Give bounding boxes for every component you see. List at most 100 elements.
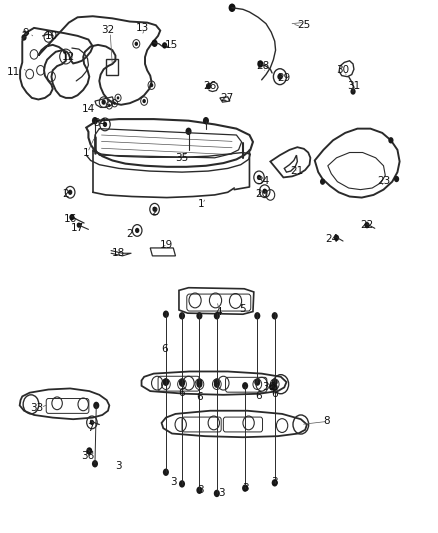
Circle shape (150, 83, 153, 87)
Text: 29: 29 (277, 73, 290, 83)
Circle shape (68, 190, 72, 195)
Circle shape (185, 127, 191, 135)
Circle shape (203, 117, 209, 124)
Circle shape (142, 99, 146, 103)
Circle shape (21, 34, 27, 41)
Circle shape (196, 487, 202, 494)
Circle shape (320, 179, 325, 185)
Circle shape (257, 60, 263, 68)
Text: 6: 6 (161, 344, 168, 354)
Circle shape (152, 39, 158, 47)
Text: 24: 24 (325, 234, 339, 244)
Text: 9: 9 (22, 28, 28, 38)
Circle shape (163, 311, 169, 318)
Text: 19: 19 (160, 240, 173, 250)
Circle shape (113, 102, 116, 105)
Circle shape (196, 378, 202, 386)
Text: 4: 4 (215, 307, 223, 317)
Circle shape (179, 379, 185, 387)
Circle shape (254, 378, 260, 386)
Text: 22: 22 (360, 220, 374, 230)
Circle shape (196, 312, 202, 319)
Circle shape (272, 312, 278, 319)
Circle shape (254, 312, 260, 319)
Text: 15: 15 (165, 40, 178, 50)
Text: 30: 30 (336, 66, 350, 75)
Text: 8: 8 (324, 416, 330, 426)
Circle shape (269, 383, 275, 391)
Circle shape (272, 479, 278, 487)
Text: 33: 33 (31, 402, 44, 413)
Text: 20: 20 (255, 189, 268, 199)
Circle shape (214, 381, 220, 388)
Circle shape (86, 447, 92, 455)
Text: 14: 14 (82, 104, 95, 114)
Text: 3: 3 (198, 484, 204, 495)
Circle shape (229, 4, 236, 12)
Circle shape (162, 42, 167, 49)
Text: 13: 13 (136, 23, 149, 33)
Circle shape (334, 235, 339, 241)
Text: 32: 32 (101, 25, 115, 35)
Circle shape (102, 100, 106, 105)
Circle shape (394, 176, 399, 182)
Text: 12: 12 (62, 52, 75, 62)
Circle shape (350, 88, 356, 95)
Circle shape (152, 207, 157, 212)
Text: 6: 6 (196, 392, 203, 402)
Text: 36: 36 (81, 451, 94, 462)
Text: 3: 3 (218, 488, 225, 498)
Circle shape (69, 214, 74, 220)
Text: 16: 16 (64, 214, 77, 224)
Circle shape (242, 484, 248, 492)
Text: 27: 27 (220, 93, 233, 103)
Circle shape (179, 312, 185, 319)
Circle shape (242, 382, 248, 390)
Circle shape (134, 42, 138, 46)
Circle shape (257, 175, 261, 180)
Text: 31: 31 (347, 81, 360, 91)
Circle shape (163, 469, 169, 476)
Text: 23: 23 (377, 176, 390, 186)
Circle shape (272, 378, 278, 386)
Circle shape (364, 222, 370, 228)
Text: 34: 34 (93, 118, 106, 128)
Circle shape (108, 104, 111, 107)
Text: 35: 35 (175, 153, 189, 163)
Text: 25: 25 (297, 20, 311, 30)
Text: 11: 11 (7, 67, 20, 77)
Text: 18: 18 (112, 248, 126, 258)
Text: 3: 3 (170, 477, 177, 487)
Text: 3: 3 (272, 477, 278, 487)
Text: 3: 3 (242, 483, 248, 493)
Circle shape (92, 117, 98, 124)
Text: 7: 7 (87, 423, 94, 433)
Text: 36: 36 (262, 382, 276, 392)
Circle shape (93, 402, 99, 409)
Text: 3: 3 (116, 462, 122, 471)
Circle shape (117, 96, 119, 100)
Circle shape (214, 378, 220, 386)
Text: 5: 5 (240, 304, 246, 314)
Circle shape (214, 490, 220, 497)
Text: 2: 2 (151, 207, 158, 217)
Circle shape (92, 460, 98, 467)
Circle shape (389, 137, 393, 143)
Text: 34: 34 (256, 175, 269, 185)
Circle shape (277, 74, 283, 80)
Circle shape (77, 222, 81, 228)
Circle shape (103, 122, 107, 127)
Text: 28: 28 (256, 61, 269, 71)
Circle shape (196, 381, 202, 388)
Circle shape (262, 189, 267, 194)
Text: 2: 2 (127, 229, 133, 239)
Text: 21: 21 (291, 166, 304, 176)
Circle shape (163, 378, 169, 386)
Text: 26: 26 (204, 81, 217, 91)
Text: 17: 17 (71, 223, 84, 233)
Text: 1: 1 (198, 199, 205, 209)
Text: 1: 1 (83, 148, 89, 158)
Circle shape (206, 83, 211, 90)
Circle shape (90, 419, 94, 425)
Text: 2: 2 (63, 189, 69, 199)
